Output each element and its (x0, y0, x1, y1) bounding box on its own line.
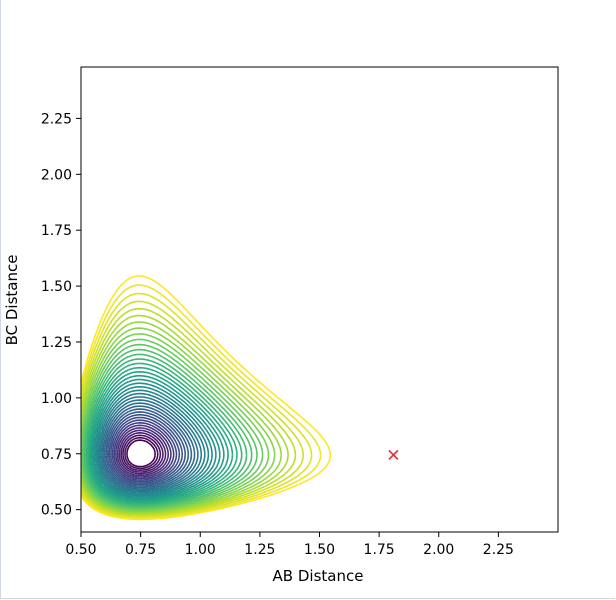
contour-level-line (81, 338, 264, 511)
marker-layer (388, 449, 399, 460)
contour-level-line (96, 389, 210, 496)
x-tick-label: 1.25 (244, 542, 275, 558)
contour-lines (81, 275, 332, 521)
y-tick-label: 1.25 (41, 335, 72, 351)
contour-level-line (85, 358, 243, 506)
x-axis-label: AB Distance (273, 567, 364, 585)
contour-level-line (95, 386, 213, 497)
contour-level-line (88, 366, 234, 503)
x-tick-label: 2.00 (423, 542, 454, 558)
y-tick-label: 0.75 (41, 447, 72, 463)
contour-level-line (90, 374, 225, 501)
contour-level-line (81, 327, 276, 513)
contour-level-line (113, 422, 175, 480)
x-tick-label: 0.50 (65, 542, 96, 558)
contour-level-line (81, 275, 332, 521)
contour-level-line (81, 300, 304, 517)
contour-level-line (81, 314, 289, 515)
x-marker-stroke (388, 449, 399, 460)
contour-level-line (83, 348, 253, 508)
contour-level-line (122, 434, 162, 471)
x-tick-label: 2.25 (483, 542, 514, 558)
contour-level-line (81, 284, 322, 520)
contour-level-line (81, 343, 258, 509)
y-tick-label: 0.50 (41, 503, 72, 519)
y-axis-label: BC Distance (3, 255, 21, 346)
contour-level-line (84, 353, 248, 507)
y-tick-label: 1.75 (41, 223, 72, 239)
y-tick-label: 2.25 (41, 111, 72, 127)
y-tick-label: 1.00 (41, 391, 72, 407)
contour-level-line (102, 402, 196, 490)
contour-level-line (81, 321, 282, 514)
contour-level-line (89, 371, 229, 502)
contour-level-line (106, 411, 186, 486)
contour-level-line (81, 292, 313, 518)
contour-level-line (81, 307, 297, 516)
contour-level-line (118, 429, 167, 475)
y-tick-label: 1.50 (41, 279, 72, 295)
x-tick-label: 1.00 (185, 542, 216, 558)
contour-level-line (97, 392, 206, 494)
contour-level-line (86, 362, 238, 505)
x-tick-label: 0.75 (125, 542, 156, 558)
contour-level-line (120, 432, 164, 473)
contour-level-line (99, 396, 203, 493)
contour-level-line (81, 333, 270, 512)
x-axis-ticks: 0.50 0.75 1.00 1.25 1.50 1.75 2.00 2.25 (65, 532, 514, 558)
x-tick-label: 1.75 (364, 542, 395, 558)
y-axis-ticks: 0.50 0.75 1.00 1.25 1.50 1.75 2.00 2.25 (41, 111, 81, 519)
contour-level-line (115, 424, 172, 478)
contour-level-line (111, 419, 178, 481)
contour-level-line (103, 405, 193, 489)
x-tick-label: 1.50 (304, 542, 335, 558)
contour-level-line (108, 413, 183, 484)
contour-level-line (126, 439, 156, 468)
contour-level-line (124, 436, 159, 470)
contour-level-line (92, 378, 221, 500)
contour-level-line (105, 408, 190, 487)
contour-level-line (93, 382, 217, 498)
contour-level-line (110, 416, 181, 483)
contour-level-line (100, 399, 199, 492)
contour-level-line (116, 427, 169, 477)
y-tick-label: 2.00 (41, 167, 72, 183)
